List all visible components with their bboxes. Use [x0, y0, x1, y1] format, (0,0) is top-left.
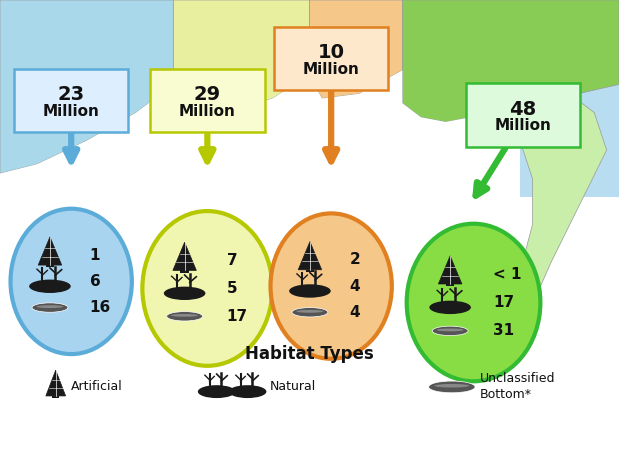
- Ellipse shape: [436, 328, 464, 331]
- Text: 5: 5: [227, 281, 237, 296]
- Bar: [446, 284, 454, 286]
- Ellipse shape: [289, 284, 331, 298]
- FancyBboxPatch shape: [465, 83, 581, 146]
- Text: 31: 31: [493, 323, 514, 338]
- Ellipse shape: [29, 280, 71, 293]
- Bar: [180, 271, 189, 272]
- Ellipse shape: [167, 311, 202, 321]
- Polygon shape: [310, 0, 402, 98]
- Text: 16: 16: [90, 300, 111, 315]
- Text: Million: Million: [179, 104, 236, 119]
- Polygon shape: [508, 84, 607, 328]
- Text: 29: 29: [194, 85, 221, 105]
- Text: Artificial: Artificial: [71, 380, 123, 393]
- Ellipse shape: [32, 303, 68, 312]
- Ellipse shape: [430, 301, 471, 314]
- Ellipse shape: [171, 314, 198, 317]
- Text: 1: 1: [90, 248, 100, 263]
- Ellipse shape: [142, 211, 272, 366]
- FancyBboxPatch shape: [274, 27, 389, 91]
- Ellipse shape: [435, 384, 469, 387]
- Polygon shape: [173, 0, 310, 113]
- Ellipse shape: [292, 308, 328, 317]
- Ellipse shape: [271, 213, 392, 359]
- Ellipse shape: [407, 224, 540, 381]
- Ellipse shape: [164, 287, 206, 300]
- Ellipse shape: [37, 305, 63, 308]
- Bar: [46, 265, 54, 267]
- Text: Million: Million: [303, 62, 360, 76]
- Ellipse shape: [229, 385, 266, 398]
- Ellipse shape: [429, 381, 475, 393]
- FancyBboxPatch shape: [150, 69, 265, 133]
- Text: 2: 2: [350, 252, 360, 267]
- Text: 17: 17: [227, 309, 248, 324]
- Ellipse shape: [297, 310, 323, 313]
- Polygon shape: [0, 70, 619, 469]
- Ellipse shape: [11, 209, 132, 354]
- Text: Unclassified
Bottom*: Unclassified Bottom*: [480, 372, 555, 401]
- Polygon shape: [173, 242, 196, 271]
- Text: 17: 17: [493, 295, 514, 310]
- Bar: [52, 396, 59, 398]
- Polygon shape: [0, 0, 173, 174]
- Text: 7: 7: [227, 253, 237, 268]
- Text: 6: 6: [90, 274, 100, 289]
- Polygon shape: [438, 256, 462, 284]
- Text: Natural: Natural: [269, 380, 316, 393]
- Text: < 1: < 1: [493, 267, 522, 282]
- Ellipse shape: [198, 385, 235, 398]
- Ellipse shape: [432, 326, 468, 335]
- Polygon shape: [46, 370, 66, 396]
- Text: 48: 48: [509, 99, 537, 119]
- Text: Million: Million: [495, 118, 552, 133]
- Polygon shape: [38, 237, 62, 265]
- Text: 4: 4: [350, 279, 360, 294]
- Polygon shape: [298, 242, 322, 270]
- Text: Habitat Types: Habitat Types: [245, 345, 374, 363]
- Text: Million: Million: [43, 104, 100, 119]
- Polygon shape: [402, 0, 619, 122]
- Bar: [0, 197, 619, 469]
- Text: 23: 23: [58, 85, 85, 105]
- FancyBboxPatch shape: [14, 69, 129, 133]
- Text: 10: 10: [318, 43, 345, 62]
- Bar: [306, 270, 314, 272]
- Text: 4: 4: [350, 305, 360, 320]
